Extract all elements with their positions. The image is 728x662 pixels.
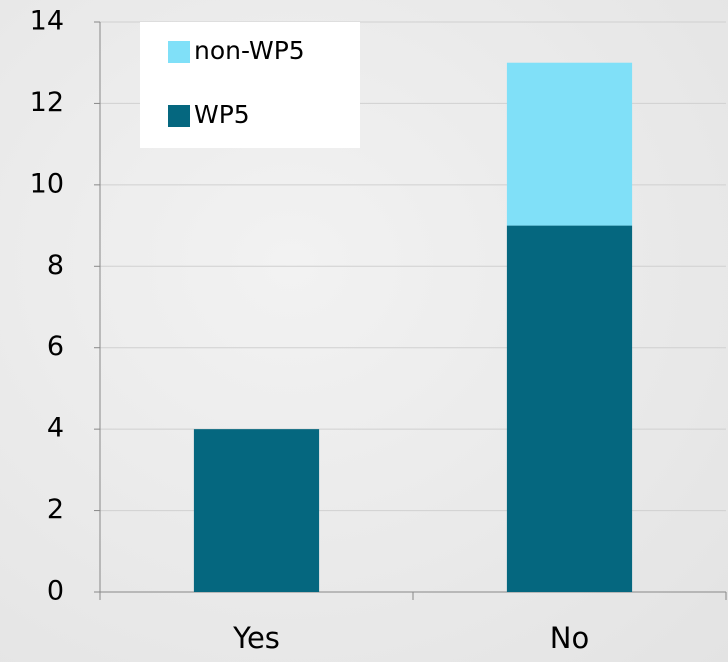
y-tick-label: 4: [47, 413, 64, 444]
y-tick-label: 6: [47, 331, 64, 362]
bar-segment: [506, 62, 633, 226]
bar-segment: [506, 225, 633, 593]
y-tick-label: 10: [30, 168, 64, 199]
legend-label: non-WP5: [194, 36, 305, 65]
y-tick-label: 12: [30, 87, 64, 118]
bar-segment: [193, 429, 320, 592]
y-tick-label: 8: [47, 250, 64, 281]
x-tick-label: Yes: [232, 621, 280, 655]
legend-label: WP5: [194, 100, 250, 129]
y-tick-label: 2: [47, 494, 64, 525]
y-tick-label: 14: [30, 6, 64, 37]
y-tick-label: 0: [47, 576, 64, 607]
legend-swatch: [168, 105, 190, 127]
x-tick-label: No: [550, 621, 589, 655]
legend-swatch: [168, 41, 190, 63]
